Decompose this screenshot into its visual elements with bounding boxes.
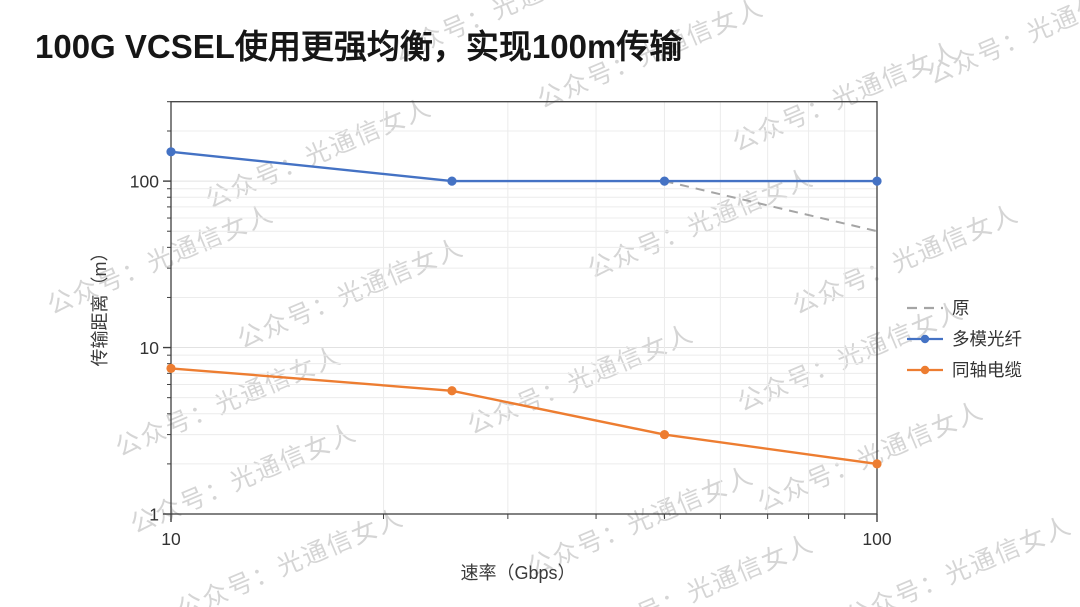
legend-label: 多模光纤 — [952, 329, 1022, 349]
legend-label: 同轴电缆 — [952, 360, 1022, 380]
series-marker-2 — [872, 459, 882, 469]
series-marker-1 — [166, 147, 176, 157]
y-tick-label: 10 — [140, 338, 160, 358]
page-title: 100G VCSEL使用更强均衡，实现100m传输 — [35, 28, 683, 65]
series-marker-2 — [659, 429, 670, 440]
legend-item-1: 多模光纤 — [906, 328, 1022, 349]
x-tick-label: 10 — [161, 529, 181, 549]
plot-border — [170, 101, 878, 515]
series-marker-2 — [166, 363, 176, 373]
series-line-2 — [170, 367, 878, 466]
legend-line-sample — [907, 365, 943, 374]
legend-label: 原 — [952, 298, 970, 318]
series-line-0 — [664, 180, 878, 233]
x-tick-label: 100 — [862, 529, 891, 549]
series-marker-1 — [872, 176, 882, 186]
series-marker-2 — [447, 386, 457, 396]
y-tick-label: 1 — [149, 505, 159, 525]
x-axis-label: 速率（Gbps） — [460, 563, 576, 583]
legend-line-sample — [907, 306, 943, 309]
legend-item-0: 原 — [906, 297, 1022, 318]
legend-line-sample — [907, 334, 943, 343]
legend-item-2: 同轴电缆 — [906, 359, 1022, 380]
y-tick-label: 100 — [130, 172, 159, 192]
legend: 原多模光纤 同轴电缆 — [906, 297, 1022, 380]
series-marker-1 — [447, 176, 457, 186]
series-line-1 — [170, 150, 877, 183]
y-axis-label: 传输距离（m） — [90, 243, 110, 367]
series-marker-1 — [659, 176, 670, 186]
